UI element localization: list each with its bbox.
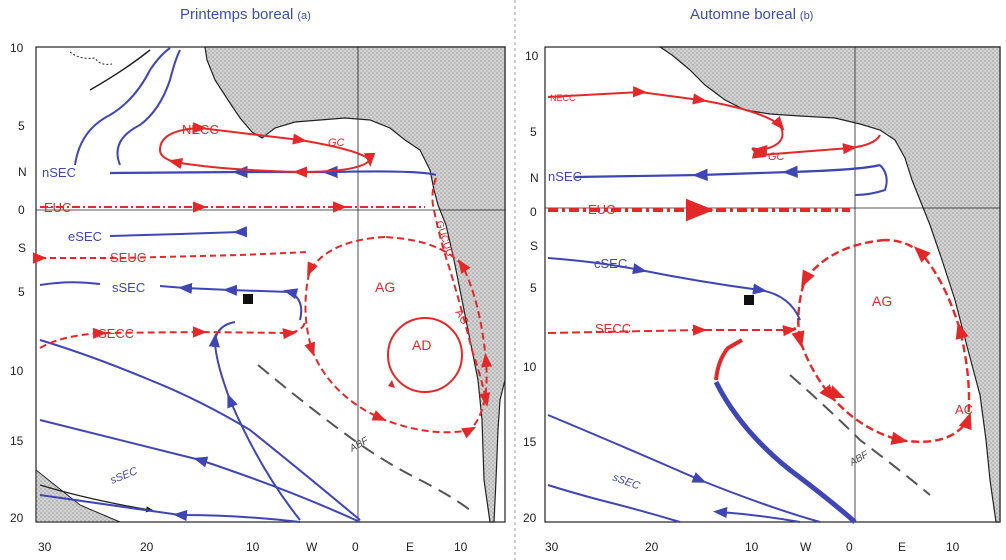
panel-b-csec-current	[547, 257, 801, 321]
panel-b-ytick-15s: 15	[523, 435, 537, 449]
panel-a-necc-label: NECC	[182, 122, 219, 137]
panel-a-ytick-s: S	[18, 241, 26, 255]
panel-b-nsec-current	[574, 163, 881, 181]
panel-b-ytick-10s: 10	[523, 360, 537, 374]
panel-a-ytick-10s: 10	[10, 364, 24, 378]
panel-b-station-marker	[744, 295, 754, 305]
panel-b-ac-label: AC	[955, 402, 973, 417]
panel-b-red-stem	[714, 338, 743, 381]
panel-a-ad-dome	[387, 317, 463, 393]
panel-b-xtick-30w: 30	[545, 540, 559, 554]
panel-b-abf-front	[789, 374, 931, 496]
panel-a-ssec-stub	[39, 281, 101, 286]
panel-a-ssec-top-label: sSEC	[112, 280, 145, 295]
panel-a-ad-arrow	[388, 380, 395, 388]
panel-b-ag-arrow	[830, 385, 845, 398]
panel-b-xtick-e: E	[898, 540, 906, 554]
panel-b-ssec-band-3	[713, 506, 801, 523]
panel-a-map: NECC GC nSEC EUC eSEC SEUC sSEC AG AD SE…	[10, 41, 506, 554]
panel-a-nsec-label: nSEC	[42, 165, 76, 180]
panel-b-xtick-0: 0	[846, 540, 853, 554]
panel-b-gc-label: GC	[768, 151, 785, 163]
panel-a-ncc-loop-2	[116, 49, 181, 166]
panel-a-black-current-2	[39, 484, 154, 513]
panel-b-xtick-10w: 10	[745, 540, 759, 554]
panel-a-xtick-20w: 20	[140, 540, 154, 554]
panel-a-ssec-band-3	[39, 494, 301, 523]
panel-a-title-text: Printemps boreal	[180, 6, 294, 23]
panel-a-xtick-e: E	[406, 540, 414, 554]
panel-a-ag-gyre	[304, 236, 493, 439]
panel-a-esec-label: eSEC	[68, 229, 102, 244]
panel-b-ytick-5n: 5	[530, 125, 537, 139]
panel-a-ssec-top-current	[159, 282, 303, 321]
panel-b-title: Automne boreal (b)	[690, 6, 813, 23]
panel-b-ag-gyre	[791, 238, 972, 445]
panel-a-xtick-30w: 30	[38, 540, 52, 554]
panel-b-nsec-loop	[854, 164, 888, 196]
panel-b-ytick-5s: 5	[530, 281, 537, 295]
panel-a-ytick-n: N	[18, 165, 27, 179]
panel-b-label: (b)	[799, 10, 814, 22]
panel-b-ag-label: AG	[872, 293, 892, 309]
panel-b-xtick-w: W	[800, 540, 812, 554]
panel-b-map: NECC GC nSEC EUC cSEC AG SECC ABF AC sSE…	[523, 46, 1001, 554]
panel-b-xtick-10e: 10	[946, 540, 960, 554]
panel-a-gc-label: GC	[328, 137, 345, 149]
panel-b-necc-label: NECC	[550, 93, 576, 103]
panel-a-ytick-15s: 15	[10, 434, 24, 448]
panel-a-black-current-1	[89, 49, 151, 91]
panel-a-xtick-0: 0	[352, 540, 359, 554]
panel-a-ad-label: AD	[412, 337, 431, 353]
panel-a-euc-label: EUC	[44, 200, 71, 215]
panel-a-ncc-loop-1	[74, 47, 171, 166]
panel-a-ssec-band-2	[39, 419, 361, 523]
panel-a-seuc-current	[33, 251, 311, 264]
panel-a-ssec-band-1	[39, 339, 361, 521]
panel-a-ytick-10n: 10	[10, 41, 24, 55]
panel-b-ssec-thick	[713, 380, 857, 524]
panel-a-abf-front	[257, 364, 471, 511]
panel-a-esec-current	[109, 226, 248, 238]
panel-b-necc-gc-current	[547, 86, 881, 159]
panel-a-ytick-5n: 5	[18, 119, 25, 133]
panel-a-ytick-20s: 20	[10, 511, 24, 525]
panel-a-station-marker	[243, 294, 253, 304]
panel-b-euc-label: EUC	[588, 202, 615, 217]
panel-b-ytick-0: 0	[530, 205, 537, 219]
panel-a-xtick-10w: 10	[246, 540, 260, 554]
panel-b-ssec-band-1	[547, 414, 821, 523]
panel-a-xtick-10e: 10	[454, 540, 468, 554]
panel-b-title-text: Automne boreal	[690, 6, 796, 23]
panel-b-xtick-20w: 20	[645, 540, 659, 554]
panel-b-ytick-10n: 10	[525, 49, 539, 63]
panel-b-ytick-20s: 20	[523, 511, 537, 525]
panel-b-ssec-band-2	[547, 484, 681, 523]
panel-a-necc-gc-loop	[159, 122, 376, 178]
panel-a-seuc-label: SEUC	[110, 250, 146, 265]
panel-b-ytick-s: S	[530, 239, 538, 253]
panel-a-ag-label: AG	[375, 279, 395, 295]
panel-b-nsec-label: nSEC	[548, 169, 582, 184]
panel-b-secc-label: SECC	[595, 321, 631, 336]
panel-a-south-america-land	[35, 468, 121, 523]
panel-a-label: (a)	[297, 10, 311, 22]
panel-a-xtick-w: W	[306, 540, 318, 554]
panel-b-ytick-n: N	[530, 171, 539, 185]
panel-a-title: Printemps boreal (a)	[180, 6, 311, 23]
panel-a-secc-label: SECC	[98, 326, 134, 341]
panel-a-secc-current	[39, 319, 306, 349]
panel-a-ytick-0: 0	[18, 203, 25, 217]
panel-a-ytick-5s: 5	[18, 285, 25, 299]
panel-b-csec-label: cSEC	[594, 256, 627, 271]
